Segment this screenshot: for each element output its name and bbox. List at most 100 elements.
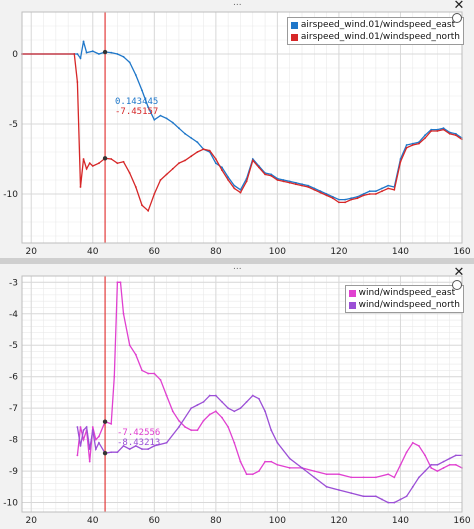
data-point [288, 180, 291, 183]
data-point [190, 407, 193, 410]
data-point [178, 419, 180, 422]
data-point [147, 448, 150, 450]
data-point [88, 162, 91, 165]
data-point [374, 476, 377, 479]
data-point [91, 50, 94, 53]
data-point [313, 187, 316, 190]
data-point [270, 460, 273, 463]
legend-swatch [290, 33, 298, 41]
data-point [214, 162, 217, 165]
legend-entry-wind-east[interactable]: wind/windspeed_east [348, 287, 460, 299]
x-tick-label: 20 [26, 516, 38, 526]
data-point [171, 121, 174, 124]
circle-icon[interactable] [452, 280, 462, 290]
y-tick-label: 0 [12, 50, 18, 60]
data-point [344, 201, 346, 204]
data-point [239, 407, 242, 410]
data-point [442, 467, 445, 469]
data-point [387, 501, 390, 504]
data-point [411, 144, 414, 146]
data-point [454, 134, 457, 137]
data-point [110, 422, 113, 425]
data-point [141, 204, 143, 207]
top-plot-canvas[interactable]: 20 40 60 80 100 120 140 160 0 -5 -10 [0, 0, 474, 258]
y-tick-label: -5 [9, 341, 18, 351]
x-tick-label: 60 [149, 247, 161, 257]
data-point [356, 197, 359, 200]
data-point [418, 142, 420, 145]
bottom-plot-canvas[interactable]: 20 40 60 80 100 120 140 160 -3 -4 -5 -6 -7 -8 -9 -10 [0, 264, 474, 529]
data-point [208, 413, 211, 416]
data-point [270, 173, 273, 176]
data-point [153, 193, 156, 195]
data-point [128, 448, 131, 450]
data-point [405, 144, 408, 146]
cursor-marker [102, 419, 108, 424]
data-point [88, 448, 91, 450]
data-point [82, 158, 85, 160]
data-point [301, 467, 303, 469]
data-point [79, 426, 82, 428]
data-point [128, 344, 131, 347]
legend-label: airspeed_wind.01/windspeed_north [300, 32, 460, 42]
data-point [411, 441, 414, 444]
data-point [442, 460, 445, 463]
data-point [190, 155, 193, 158]
data-point [85, 51, 88, 54]
x-tick-label: 140 [392, 516, 409, 526]
circle-icon[interactable] [452, 13, 462, 23]
panel-divider[interactable] [0, 258, 474, 264]
cursor-readout-north: -7.45157 [115, 107, 159, 117]
data-point [233, 441, 236, 444]
data-point [307, 184, 310, 187]
data-point [418, 445, 420, 447]
y-tick-label: -10 [3, 190, 18, 200]
data-point [190, 429, 193, 432]
data-point [331, 197, 334, 200]
data-point [338, 201, 340, 204]
data-point [88, 460, 91, 463]
data-point [82, 438, 85, 441]
legend-entry-airspeed-north[interactable]: airspeed_wind.01/windspeed_north [290, 31, 460, 43]
data-point [98, 435, 100, 438]
data-point [264, 173, 266, 176]
data-point [405, 495, 408, 498]
data-point [94, 448, 97, 450]
data-point [239, 460, 242, 463]
legend-entry-airspeed-east[interactable]: airspeed_wind.01/windspeed_east [290, 19, 460, 31]
data-point [362, 495, 365, 498]
data-point [424, 134, 426, 137]
x-tick-label: 40 [87, 247, 99, 257]
data-point [221, 166, 223, 169]
data-point [405, 146, 408, 149]
top-panel-grip[interactable]: ... [233, 0, 242, 8]
data-point [196, 151, 199, 153]
data-point [325, 473, 328, 476]
close-icon[interactable]: ✕ [453, 265, 465, 280]
close-icon[interactable]: ✕ [453, 0, 465, 13]
data-point [94, 438, 97, 441]
series-line-0 [76, 281, 463, 479]
data-point [436, 470, 439, 472]
data-point [350, 476, 353, 479]
legend-swatch [290, 21, 298, 29]
data-point [110, 51, 113, 54]
y-tick-label: -4 [9, 310, 18, 320]
data-point [282, 180, 285, 183]
data-point [233, 187, 236, 190]
data-point [411, 142, 414, 145]
data-point [430, 130, 433, 132]
data-point [362, 193, 365, 195]
bottom-panel-grip[interactable]: ... [233, 262, 242, 272]
data-point [338, 489, 340, 491]
bottom-plot-panel: ... 20 40 60 80 100 120 140 160 -3 -4 -5 -6 -7 -8 -9 -1… [0, 262, 474, 529]
data-point [344, 198, 346, 201]
data-point [276, 463, 279, 466]
data-point [214, 410, 217, 413]
data-point [430, 463, 433, 466]
data-point [165, 173, 168, 176]
x-tick-label: 80 [210, 516, 222, 526]
legend-entry-wind-north[interactable]: wind/windspeed_north [348, 299, 460, 311]
y-tick-label: -7 [9, 404, 18, 414]
data-point [393, 476, 396, 479]
